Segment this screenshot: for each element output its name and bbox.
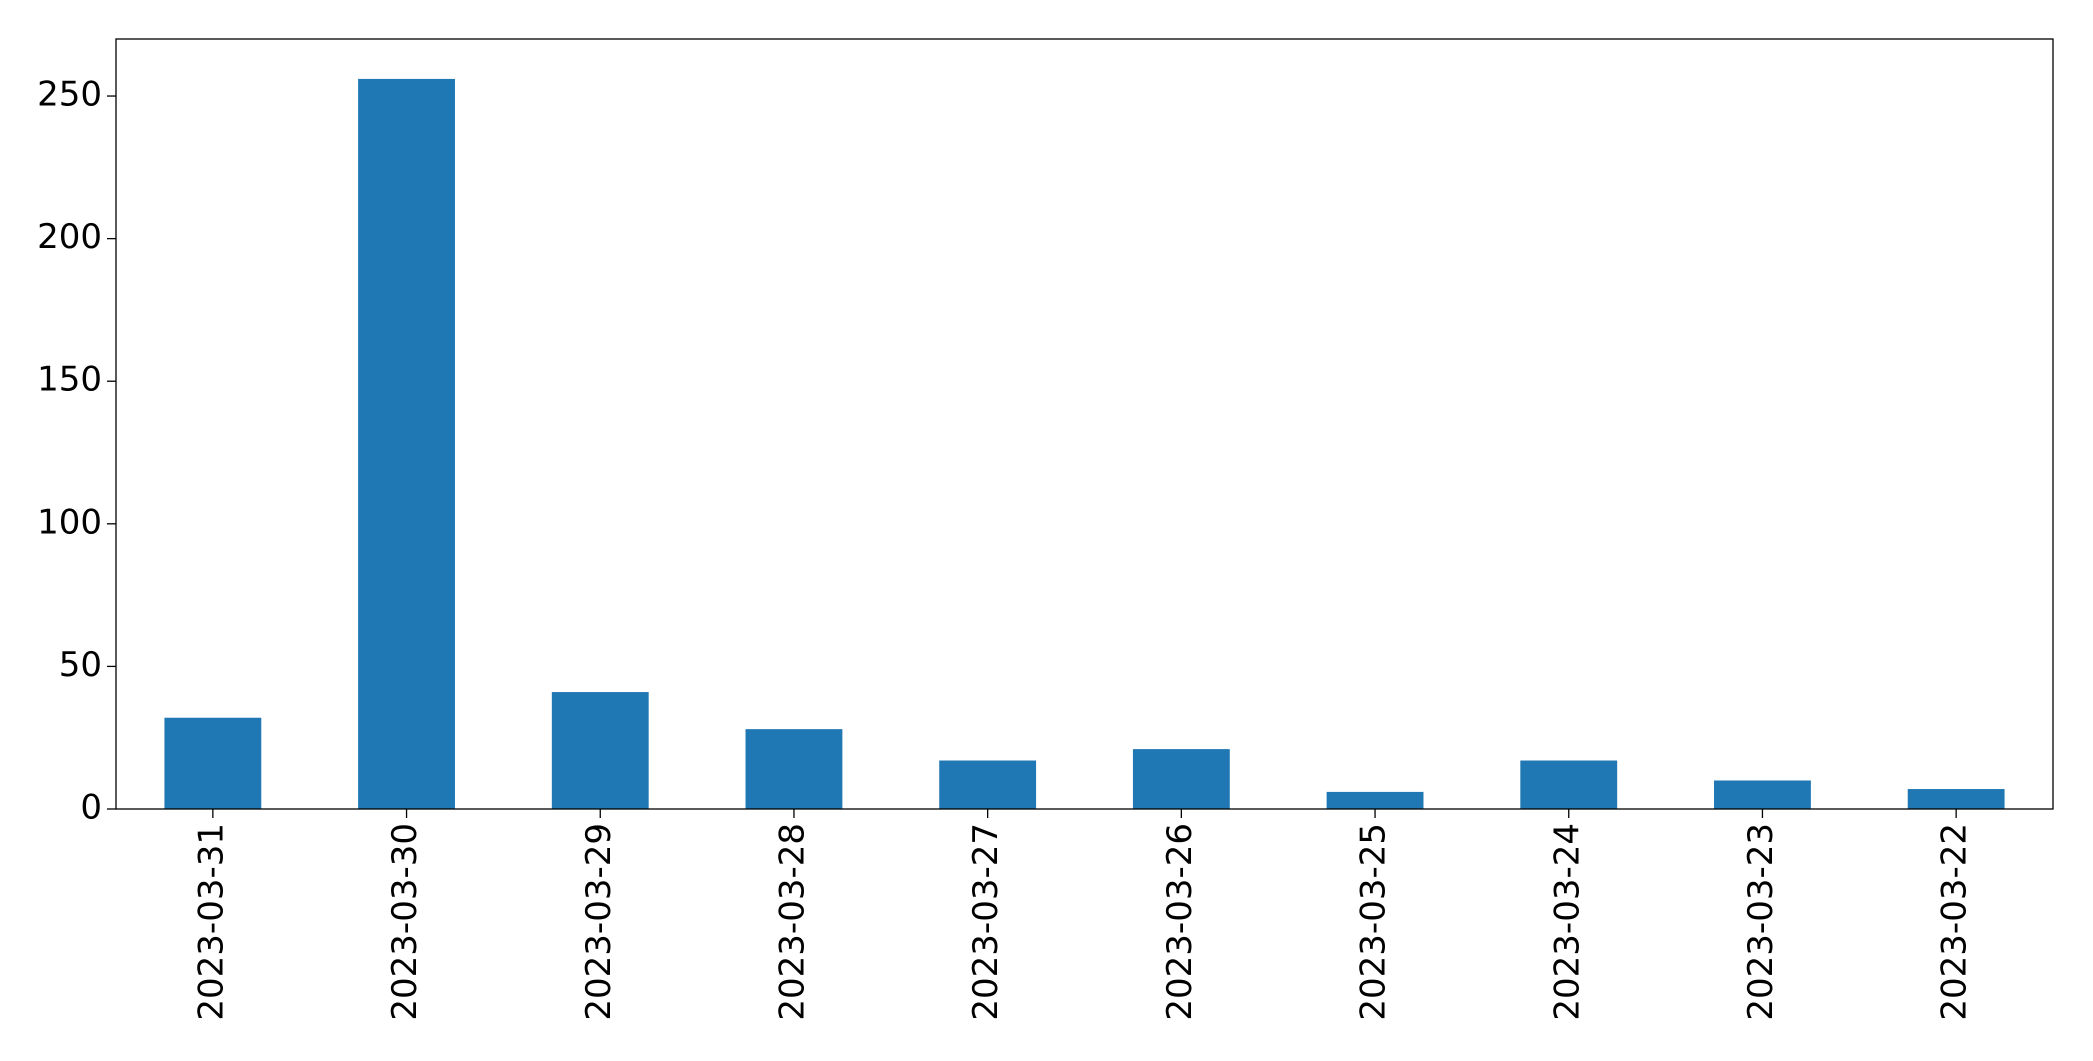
- y-tick-label: 150: [37, 360, 102, 400]
- x-tick-label: 2023-03-22: [1935, 823, 1975, 1021]
- x-tick-label: 2023-03-23: [1741, 823, 1781, 1021]
- bar: [1520, 760, 1618, 809]
- x-tick-label: 2023-03-29: [579, 823, 619, 1021]
- y-tick-label: 200: [37, 217, 102, 257]
- bar: [745, 729, 843, 809]
- plot-frame: [115, 38, 2054, 810]
- y-tick-label: 0: [80, 788, 102, 828]
- bar: [1907, 789, 2005, 809]
- x-tick-label: 2023-03-25: [1354, 823, 1394, 1021]
- bar: [939, 760, 1037, 809]
- x-tick-label: 2023-03-30: [385, 823, 425, 1021]
- bar: [1714, 780, 1811, 809]
- bar: [551, 692, 649, 809]
- y-tick-label: 100: [37, 502, 102, 542]
- x-tick-label: 2023-03-31: [191, 823, 231, 1021]
- bar: [358, 78, 455, 810]
- x-tick-label: 2023-03-27: [966, 823, 1006, 1021]
- y-tick-label: 250: [37, 75, 102, 115]
- x-tick-label: 2023-03-26: [1160, 823, 1200, 1021]
- x-tick-label: 2023-03-24: [1547, 823, 1587, 1021]
- y-tick-label: 50: [59, 645, 102, 685]
- bar: [1132, 749, 1230, 809]
- bar: [1326, 791, 1424, 809]
- x-tick-label: 2023-03-28: [772, 823, 812, 1021]
- bar: [164, 717, 262, 809]
